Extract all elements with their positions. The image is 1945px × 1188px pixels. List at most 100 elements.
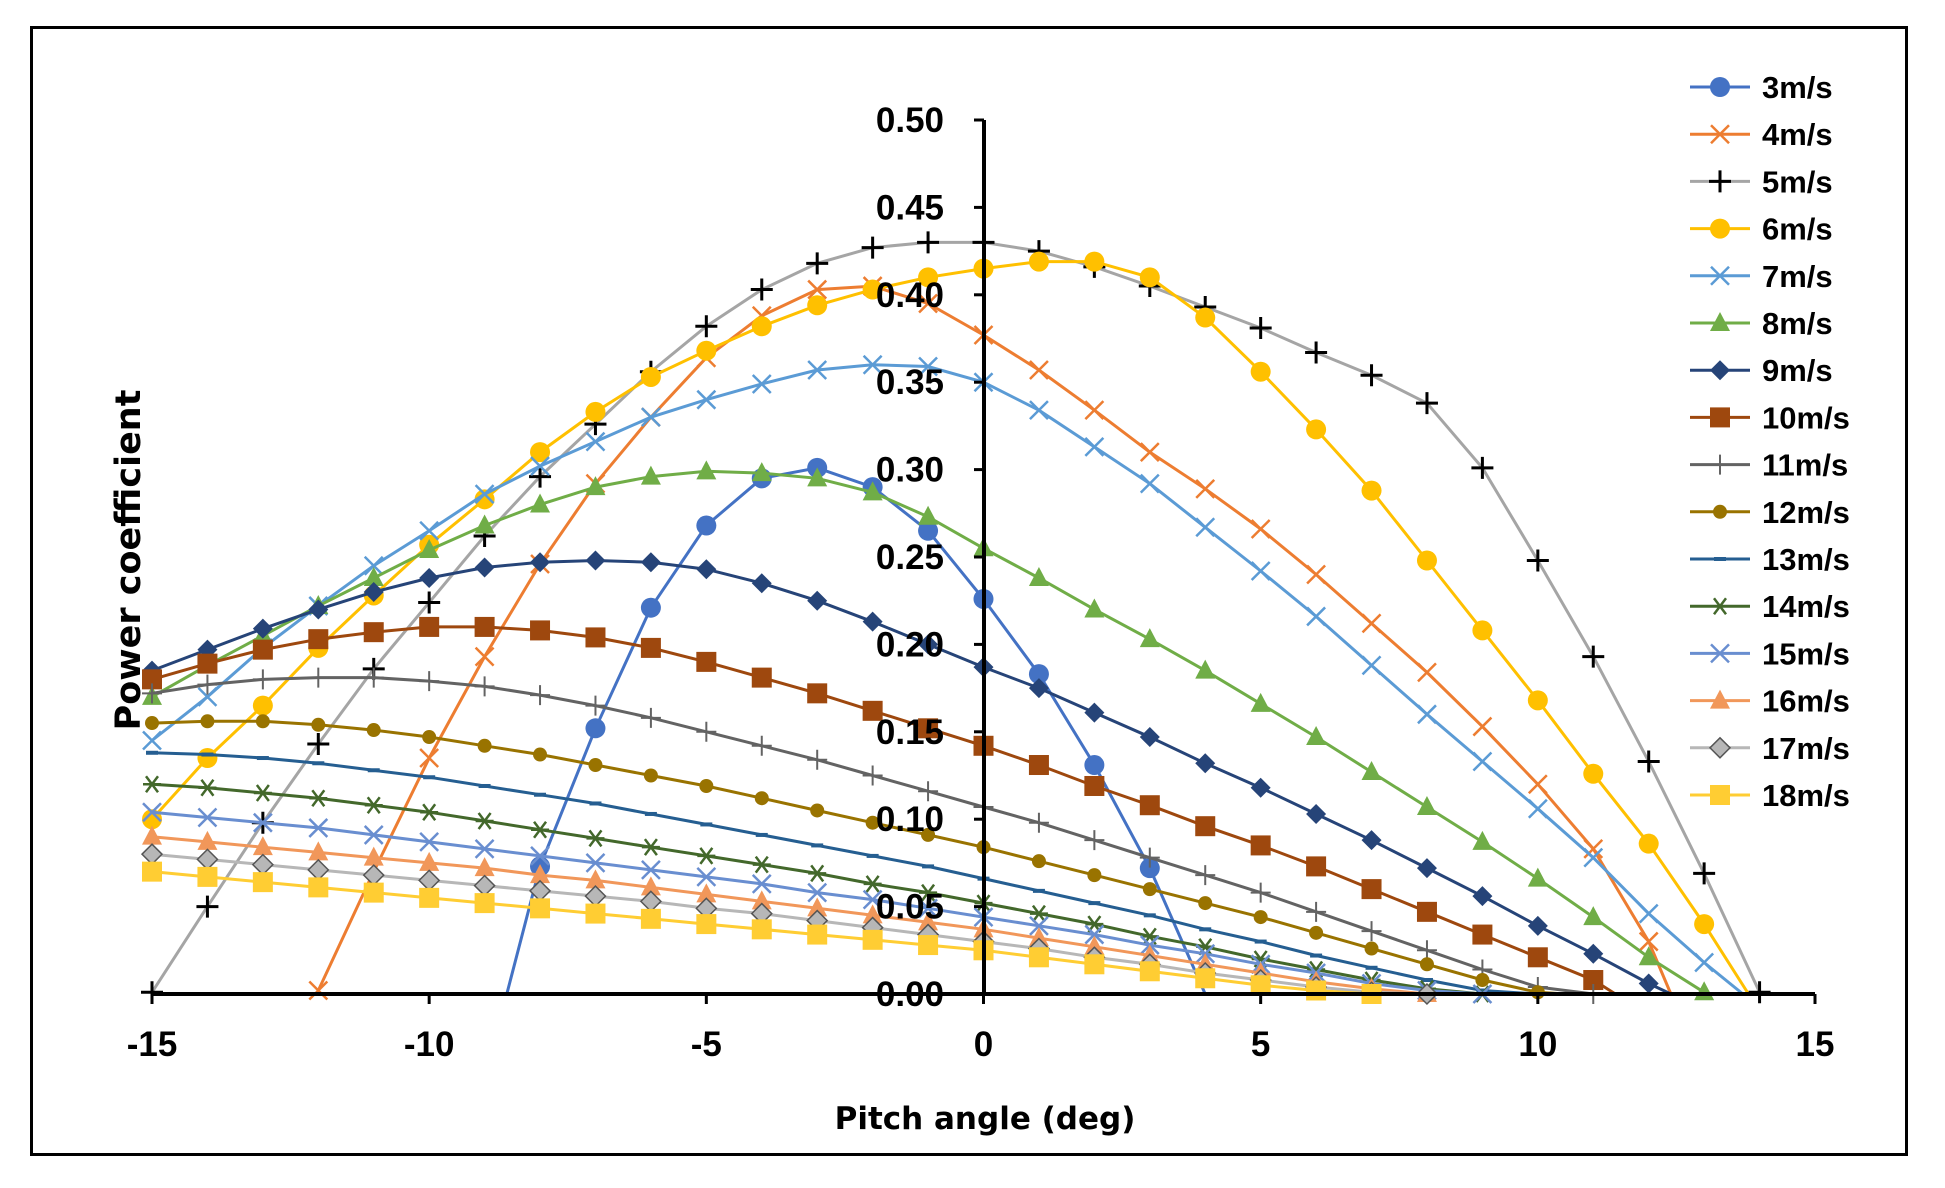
data-point-3m-s <box>918 520 939 541</box>
data-point-8m-s <box>696 460 717 480</box>
y-tick-label: 0.50 <box>876 101 944 140</box>
legend-marker <box>1710 689 1730 709</box>
legend: 3m/s 4m/s 5m/s 6m/s 7m/s 8m/s 9m/s 10m/s 11m/s 12… <box>1690 70 1850 813</box>
data-point-13m-s <box>1254 939 1267 944</box>
data-point-13m-s <box>312 761 325 766</box>
data-point-8m-s <box>751 462 772 482</box>
data-point-18m-s <box>1084 954 1105 975</box>
data-point-6m-s <box>474 489 495 510</box>
data-point-7m-s <box>474 484 495 504</box>
data-point-18m-s <box>585 903 606 924</box>
data-point-7m-s <box>1694 952 1715 973</box>
legend-label: 17m/s <box>1762 731 1850 766</box>
data-point-5m-s <box>861 236 884 259</box>
data-point-5m-s <box>917 231 940 254</box>
data-point-18m-s <box>862 929 883 950</box>
data-point-14m-s <box>919 883 938 902</box>
data-point-12m-s <box>1475 973 1490 988</box>
legend-marker <box>1713 504 1727 519</box>
data-point-11m-s <box>474 676 495 697</box>
data-point-7m-s <box>696 389 717 410</box>
data-point-12m-s <box>1309 925 1324 940</box>
data-point-10m-s <box>1084 775 1105 796</box>
data-point-7m-s <box>1306 606 1326 627</box>
data-point-15m-s <box>308 818 329 838</box>
data-point-3m-s <box>640 597 661 618</box>
data-point-13m-s <box>367 768 380 773</box>
legend-marker <box>1708 736 1732 759</box>
data-point-16m-s <box>751 890 772 910</box>
series-line-10m-s <box>151 625 1617 996</box>
data-point-14m-s <box>143 775 161 793</box>
data-point-9m-s <box>1250 777 1271 798</box>
data-point-5m-s <box>196 895 219 918</box>
data-point-7m-s <box>142 730 162 751</box>
data-point-9m-s <box>1527 915 1548 936</box>
data-point-16m-s <box>419 851 440 871</box>
data-point-4m-s <box>308 980 329 1001</box>
series-10m-s <box>142 616 1617 996</box>
data-point-9m-s <box>1084 702 1105 723</box>
legend-marker <box>1710 785 1730 805</box>
data-point-6m-s <box>1527 690 1548 711</box>
legend-item-12m-s: 12m/s <box>1690 495 1850 530</box>
legend-label: 4m/s <box>1762 117 1833 152</box>
legend-item-11m-s: 11m/s <box>1690 448 1848 483</box>
data-point-10m-s <box>308 629 329 650</box>
x-tick-label: -5 <box>691 1025 722 1064</box>
data-point-9m-s <box>585 550 606 571</box>
data-point-9m-s <box>1416 858 1437 879</box>
data-point-14m-s <box>697 847 716 865</box>
data-point-10m-s <box>530 620 551 641</box>
data-point-8m-s <box>1472 830 1493 850</box>
data-point-11m-s <box>807 749 828 770</box>
data-point-18m-s <box>696 914 717 935</box>
legend-marker <box>1714 557 1726 561</box>
legend-item-8m-s: 8m/s <box>1690 306 1833 341</box>
data-point-9m-s <box>363 581 384 602</box>
data-point-10m-s <box>1416 901 1437 922</box>
data-point-18m-s <box>363 882 384 903</box>
data-point-15m-s <box>252 812 273 833</box>
figure-frame <box>30 26 1908 1156</box>
legend-marker <box>1710 360 1730 381</box>
y-tick-label: 0.25 <box>876 538 944 577</box>
data-point-13m-s <box>589 801 602 806</box>
data-point-16m-s <box>308 841 329 861</box>
data-point-18m-s <box>474 893 495 914</box>
data-point-8m-s <box>474 514 495 534</box>
data-point-14m-s <box>531 820 550 839</box>
data-point-7m-s <box>1472 751 1493 772</box>
data-point-10m-s <box>1028 755 1049 776</box>
data-point-7m-s <box>1139 473 1160 494</box>
legend-marker <box>1710 124 1730 145</box>
data-point-8m-s <box>862 481 883 501</box>
data-point-7m-s <box>1361 655 1382 676</box>
data-point-16m-s <box>1084 935 1105 955</box>
data-point-11m-s <box>918 781 939 802</box>
series-5m-s <box>141 231 1771 1004</box>
data-point-14m-s <box>641 838 660 856</box>
data-point-5m-s <box>307 733 330 756</box>
data-point-16m-s <box>530 864 551 884</box>
data-point-18m-s <box>807 924 828 945</box>
data-point-18m-s <box>308 877 329 898</box>
legend-marker <box>1710 312 1730 331</box>
data-point-11m-s <box>1139 847 1160 868</box>
y-tick-label: 0.30 <box>876 451 944 490</box>
data-point-4m-s <box>1583 839 1604 859</box>
legend-item-3m-s: 3m/s <box>1690 70 1833 105</box>
data-point-15m-s <box>363 825 384 845</box>
data-point-7m-s <box>1417 704 1437 725</box>
data-point-6m-s <box>1638 833 1659 854</box>
data-point-13m-s <box>423 775 436 780</box>
data-point-9m-s <box>640 552 661 573</box>
data-point-6m-s <box>1028 251 1049 272</box>
series-18m-s <box>142 861 1382 1004</box>
data-point-9m-s <box>530 552 551 573</box>
data-point-12m-s <box>477 738 492 753</box>
legend-marker <box>1711 597 1729 615</box>
data-point-6m-s <box>640 366 661 387</box>
data-point-10m-s <box>1472 924 1493 945</box>
data-point-15m-s <box>641 860 661 880</box>
